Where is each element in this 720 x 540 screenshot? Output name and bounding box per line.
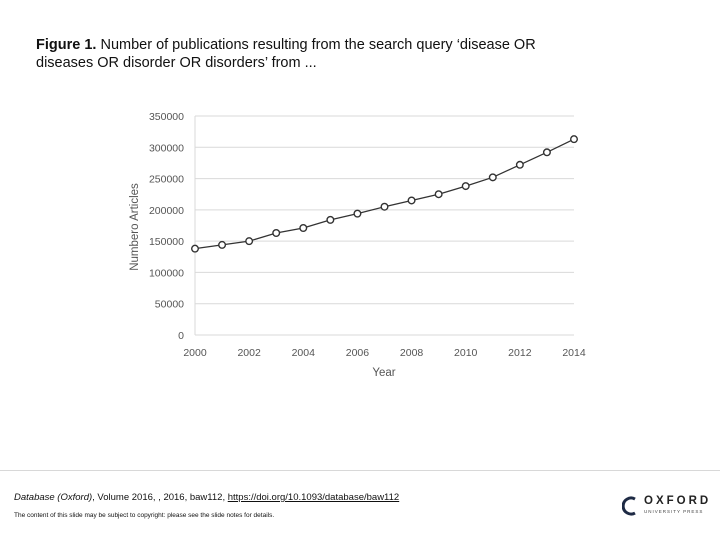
x-tick-label: 2002: [237, 347, 261, 359]
data-point: [570, 135, 579, 144]
y-tick-label: 300000: [149, 142, 184, 154]
data-point: [542, 148, 551, 157]
citation: Database (Oxford), Volume 2016, , 2016, …: [14, 492, 399, 503]
y-tick-label: 0: [178, 330, 184, 342]
y-axis-ticks: 0 50000 100000 150000 200000 250000 300000 3500…: [149, 111, 184, 342]
figure-caption: Figure 1. Number of publications resulti…: [36, 36, 556, 72]
oxford-logo-icon: [622, 496, 636, 516]
copyright-notice: The content of this slide may be subject…: [14, 512, 275, 519]
x-tick-label: 2010: [454, 347, 478, 359]
series-line: [194, 138, 575, 250]
chart-grid: [194, 115, 574, 336]
x-tick-label: 2000: [183, 347, 207, 359]
x-axis-label: Year: [372, 367, 395, 379]
data-point: [380, 202, 389, 211]
data-point: [326, 215, 335, 224]
y-axis-label: Numbero Articles: [129, 183, 141, 271]
x-tick-label: 2014: [562, 347, 586, 359]
x-tick-label: 2008: [400, 347, 424, 359]
data-point: [218, 240, 227, 249]
data-point: [245, 237, 254, 246]
line-chart: 0 50000 100000 150000 200000 250000 300000 3500…: [129, 111, 586, 379]
data-point: [353, 209, 362, 218]
citation-journal: Database (Oxford): [14, 492, 93, 503]
oxford-logo: OXFORD UNIVERSITY PRESS: [622, 494, 714, 520]
data-point: [488, 173, 497, 182]
doi-link[interactable]: https://doi.org/10.1093/database/baw112: [227, 492, 400, 503]
y-tick-label: 200000: [149, 205, 184, 217]
footer-divider: [0, 470, 720, 471]
caption-text: Number of publications resulting from th…: [36, 37, 536, 71]
data-point: [461, 182, 470, 191]
y-tick-label: 250000: [149, 174, 184, 186]
data-point: [190, 244, 199, 253]
y-tick-label: 350000: [149, 111, 184, 123]
chart-series: [190, 135, 579, 253]
data-point: [515, 160, 524, 169]
citation-details: , Volume 2016, , 2016, baw112,: [92, 492, 228, 503]
y-tick-label: 150000: [149, 236, 184, 248]
x-axis-ticks: 2000 2002 2004 2006 2008 2010 2012 2014: [183, 347, 586, 359]
data-point: [272, 229, 281, 238]
y-tick-label: 50000: [155, 299, 184, 311]
data-point: [434, 190, 443, 199]
x-tick-label: 2004: [292, 347, 316, 359]
caption-figure-label: Figure 1.: [36, 37, 97, 53]
data-point: [407, 196, 416, 205]
x-tick-label: 2006: [346, 347, 370, 359]
data-point: [299, 224, 308, 233]
x-tick-label: 2012: [508, 347, 532, 359]
y-tick-label: 100000: [149, 267, 184, 279]
logo-subtitle: UNIVERSITY PRESS: [644, 509, 704, 514]
logo-wordmark: OXFORD: [644, 495, 712, 507]
